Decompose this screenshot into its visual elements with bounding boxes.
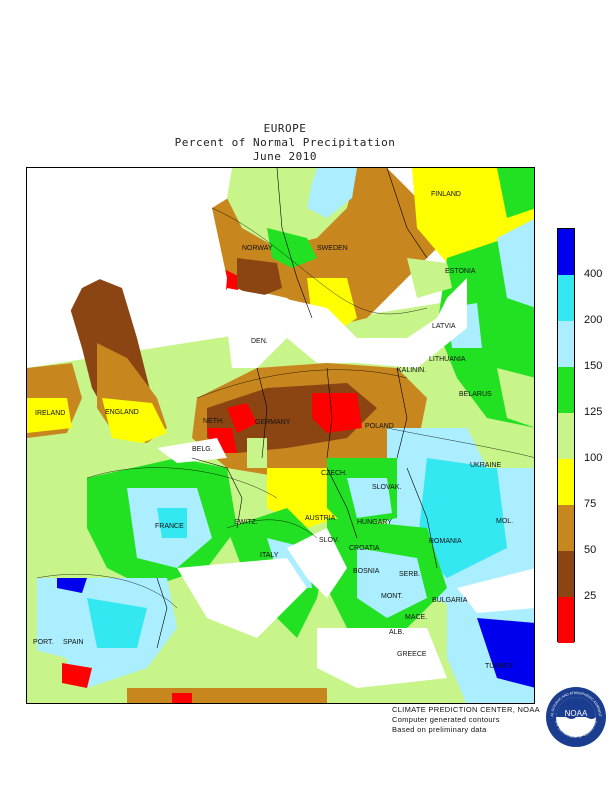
- map-title: EUROPE Percent of Normal Precipitation J…: [0, 122, 570, 164]
- credit-line-2: Computer generated contours: [392, 715, 500, 724]
- title-period: June 2010: [252, 150, 318, 163]
- label-kalinin: KALININ.: [397, 367, 426, 374]
- label-england: ENGLAND: [105, 409, 139, 416]
- label-norway: NORWAY: [242, 245, 273, 252]
- title-metric: Percent of Normal Precipitation: [174, 136, 396, 149]
- colorbar: [557, 228, 575, 643]
- country-labels: FINLAND NORWAY SWEDEN ESTONIA LATVIA LIT…: [33, 191, 514, 670]
- label-czech: CZECH.: [321, 470, 347, 477]
- label-belg: BELG.: [192, 446, 213, 453]
- label-turkey: TURKEY: [485, 663, 514, 670]
- colorbar-tick-label: 150: [584, 360, 603, 372]
- svg-text:NOAA: NOAA: [565, 709, 588, 718]
- label-croatia: CROATIA: [349, 545, 380, 552]
- colorbar-segment: [558, 505, 574, 551]
- colorbar-tick-label: 75: [584, 498, 597, 510]
- label-france: FRANCE: [155, 523, 184, 530]
- label-port: PORT.: [33, 639, 54, 646]
- colorbar-tick-label: 125: [584, 406, 603, 418]
- label-belarus: BELARUS: [459, 391, 492, 398]
- label-slov: SLOV.: [319, 537, 339, 544]
- label-lithuania: LITHUANIA: [429, 356, 466, 363]
- label-austria: AUSTRIA: [305, 515, 336, 522]
- colorbar-segment: [558, 367, 574, 413]
- colorbar-tick-label: 400: [584, 268, 603, 280]
- colorbar-tick-label: 50: [584, 544, 597, 556]
- label-greece: GREECE: [397, 651, 427, 658]
- label-serb: SERB.: [399, 571, 420, 578]
- label-den: DEN.: [251, 338, 268, 345]
- label-slovak: SLOVAK.: [372, 484, 401, 491]
- land-fields: [27, 168, 534, 703]
- label-alb: ALB.: [389, 629, 404, 636]
- colorbar-segment: [558, 459, 574, 505]
- credit-line-3: Based on preliminary data: [392, 725, 487, 734]
- label-mace: MACE.: [405, 614, 427, 621]
- label-spain: SPAIN: [63, 639, 84, 646]
- label-latvia: LATVIA: [432, 323, 456, 330]
- label-switz: SWITZ.: [234, 519, 258, 526]
- label-estonia: ESTONIA: [445, 268, 476, 275]
- label-italy: ITALY: [260, 552, 279, 559]
- label-hungary: HUNGARY: [357, 519, 392, 526]
- sea-areas: [27, 168, 534, 688]
- colorbar-tick-label: 200: [584, 314, 603, 326]
- label-mont: MONT.: [381, 593, 403, 600]
- label-poland: POLAND: [365, 423, 394, 430]
- label-ukraine: UKRAINE: [470, 462, 501, 469]
- label-neth: NETH.: [203, 418, 224, 425]
- label-bulgaria: BULGARIA: [432, 597, 468, 604]
- colorbar-tick-label: 25: [584, 590, 597, 602]
- colorbar-segment: [558, 551, 574, 597]
- credits: CLIMATE PREDICTION CENTER, NOAA Computer…: [392, 705, 540, 735]
- label-mol: MOL.: [496, 518, 513, 525]
- contours: [36, 207, 534, 609]
- label-finland: FINLAND: [431, 191, 461, 198]
- label-bosnia: BOSNIA: [353, 568, 380, 575]
- label-romania: ROMANIA: [429, 538, 462, 545]
- label-sweden: SWEDEN: [317, 245, 348, 252]
- label-germany: GERMANY: [255, 419, 291, 426]
- colorbar-segment: [558, 229, 574, 275]
- map-canvas: FINLAND NORWAY SWEDEN ESTONIA LATVIA LIT…: [27, 168, 534, 703]
- colorbar-segment: [558, 597, 574, 643]
- credit-line-1: CLIMATE PREDICTION CENTER, NOAA: [392, 705, 540, 714]
- country-borders: [156, 168, 438, 649]
- colorbar-segment: [558, 275, 574, 321]
- precipitation-map: FINLAND NORWAY SWEDEN ESTONIA LATVIA LIT…: [26, 167, 535, 704]
- colorbar-segment: [558, 321, 574, 367]
- colorbar-segment: [558, 413, 574, 459]
- title-region: EUROPE: [263, 122, 307, 135]
- label-ireland: IRELAND: [35, 410, 65, 417]
- colorbar-tick-label: 100: [584, 452, 603, 464]
- noaa-logo-icon: NOAA NATIONAL OCEANIC AND ATMOSPHERIC AD…: [545, 686, 606, 747]
